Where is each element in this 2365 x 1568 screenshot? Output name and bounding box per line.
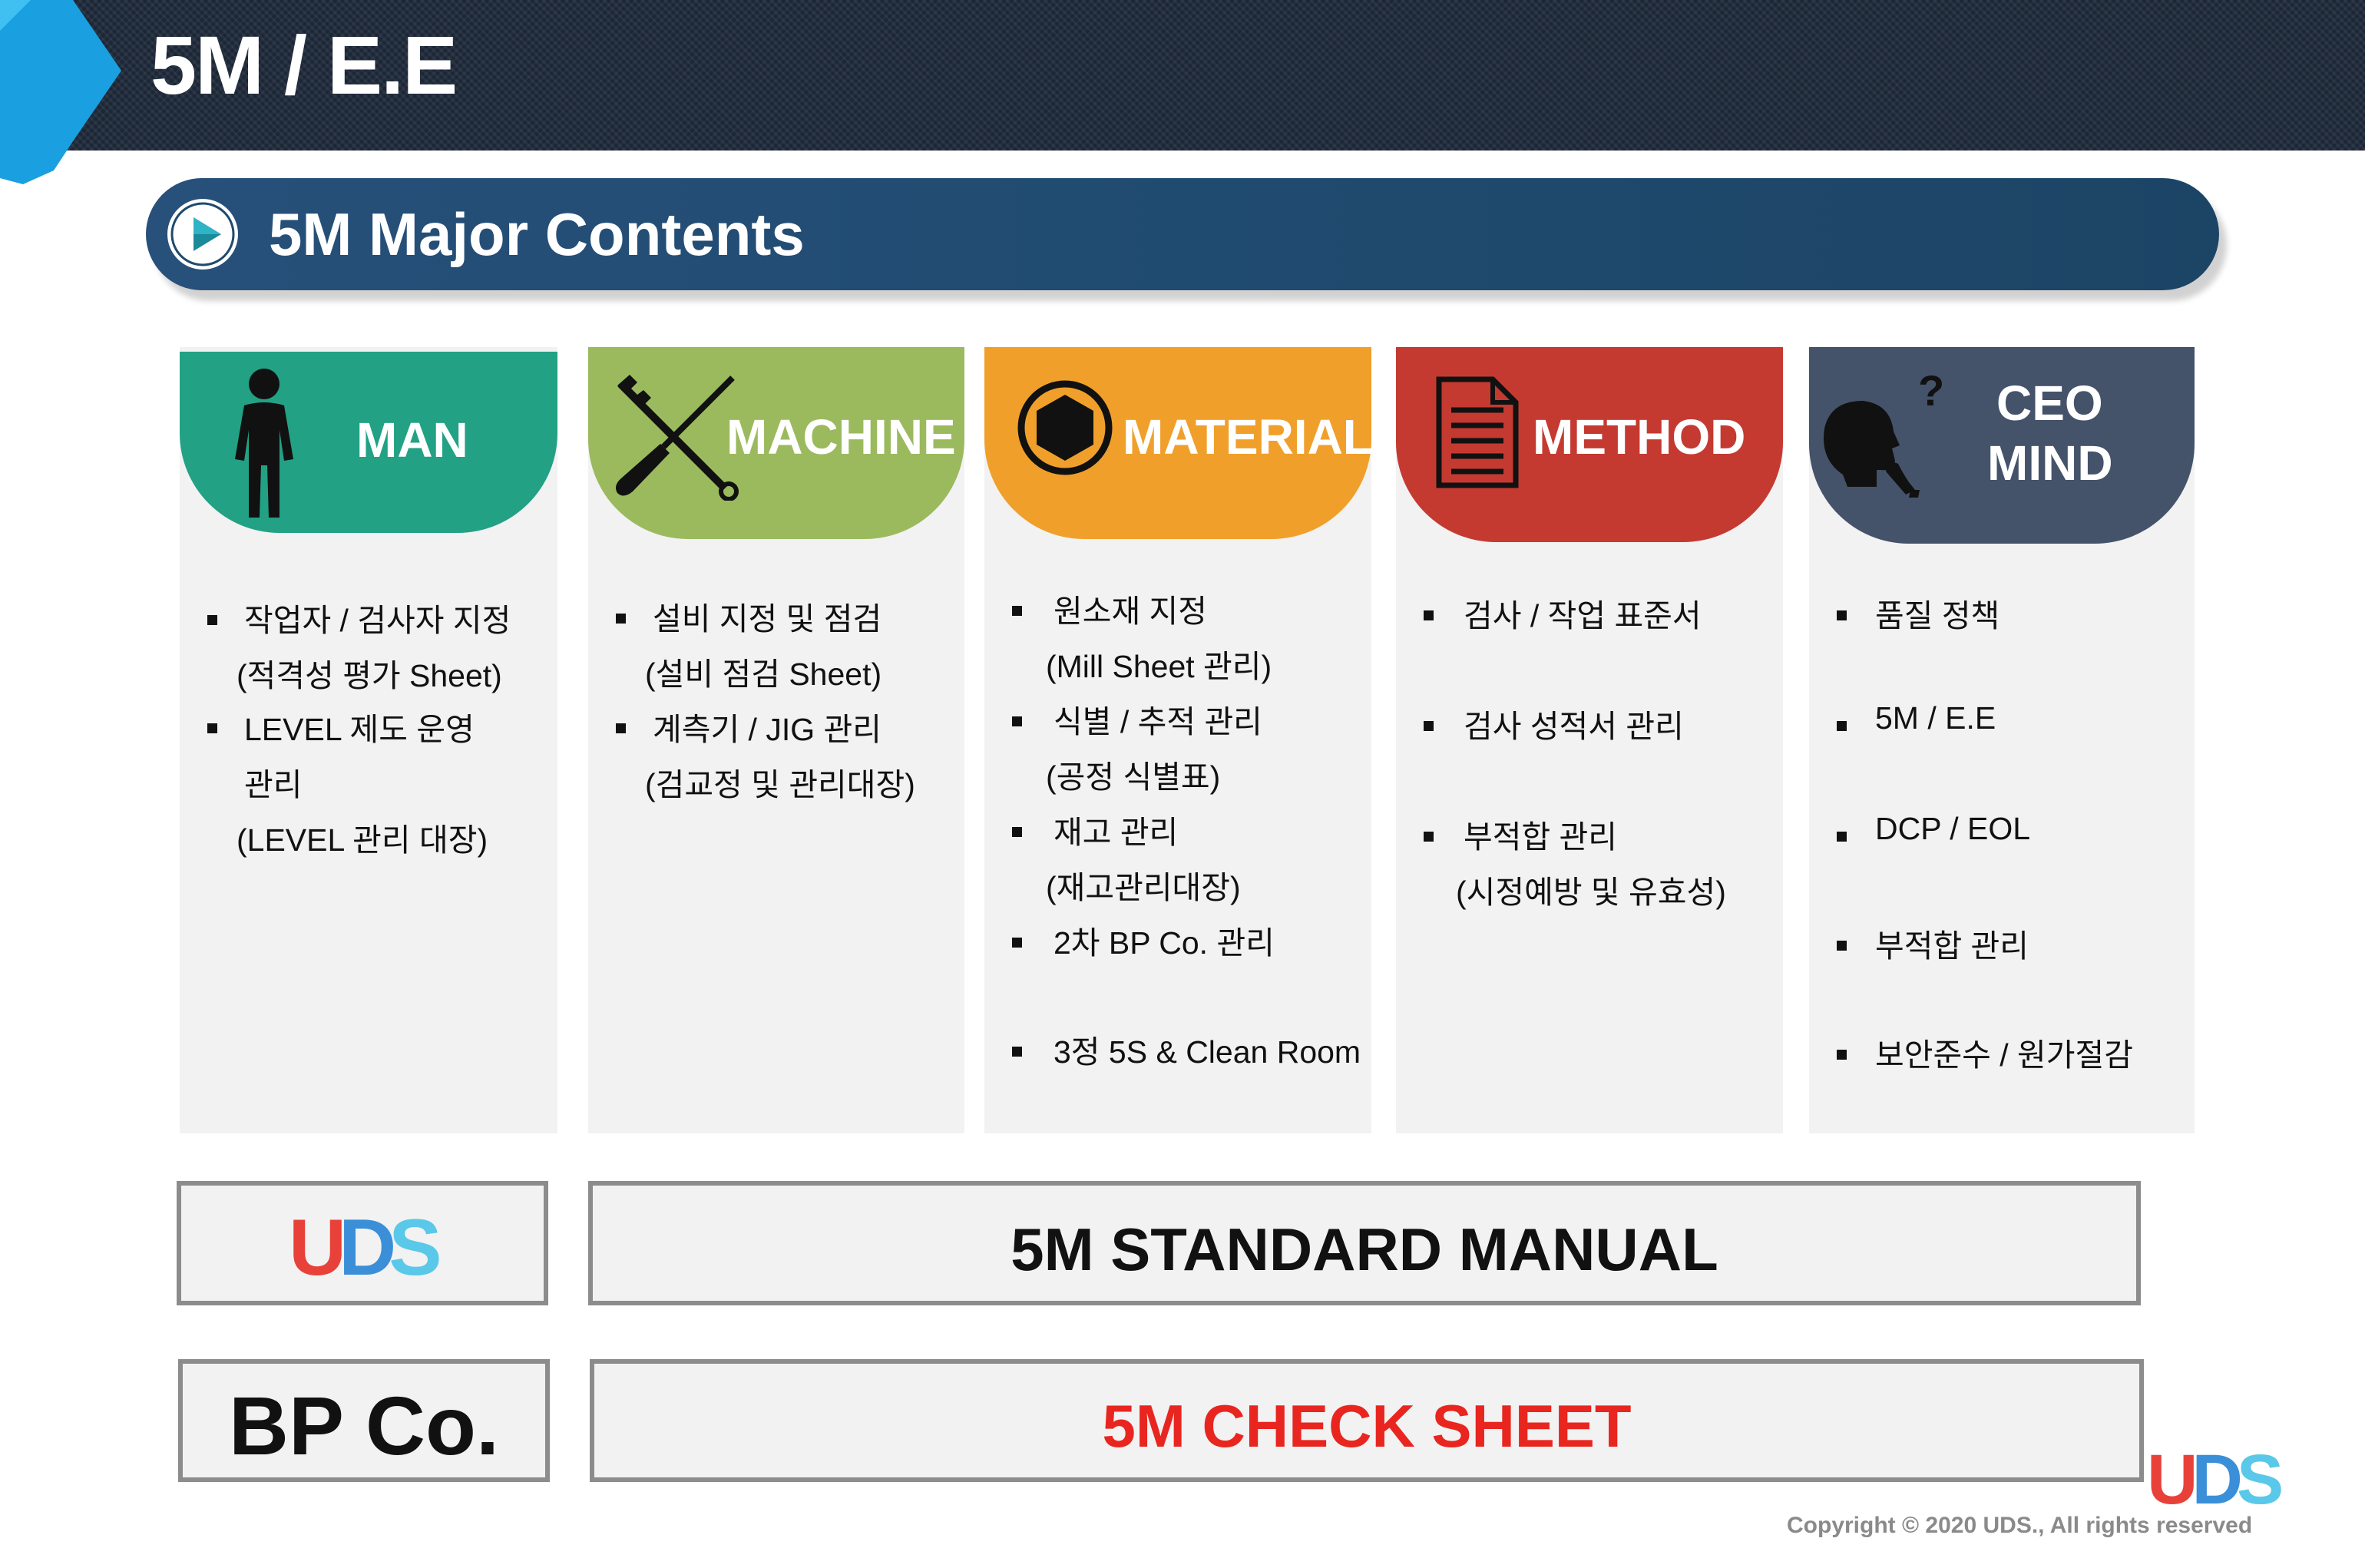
standard-manual-box: 5M STANDARD MANUAL <box>588 1181 2141 1305</box>
list-item: 관리 <box>244 767 303 802</box>
document-icon <box>1436 376 1519 488</box>
list-item: LEVEL 제도 운영 <box>244 712 475 747</box>
ceo-mind-label-line1: CEO <box>1996 375 2103 431</box>
method-header: METHOD <box>1396 347 1783 542</box>
bullet <box>1012 716 1022 726</box>
bp-co-box: BP Co. <box>178 1359 550 1482</box>
bullet <box>1012 606 1022 616</box>
bullet <box>1012 827 1022 837</box>
svg-text:?: ? <box>1918 375 1944 415</box>
check-sheet-label: 5M CHECK SHEET <box>1102 1392 1632 1460</box>
list-item: 보안준수 / 원가절감 <box>1875 1037 2133 1073</box>
list-item: 식별 / 추적 관리 <box>1054 704 1262 739</box>
list-item: 검사 / 작업 표준서 <box>1464 598 1702 633</box>
list-item: 재고 관리 <box>1054 815 1179 850</box>
man-header: MAN <box>180 352 557 533</box>
machine-header: MACHINE <box>588 347 964 539</box>
bullet <box>1837 1050 1847 1060</box>
list-item: 계측기 / JIG 관리 <box>653 712 882 747</box>
method-label: METHOD <box>1533 409 1746 465</box>
man-label: MAN <box>356 412 468 468</box>
list-item: 품질 정책 <box>1875 598 2000 633</box>
section-banner: 5M Major Contents <box>146 178 2219 290</box>
tools-icon <box>616 375 739 501</box>
list-item: 5M / E.E <box>1875 700 1996 736</box>
bp-co-label: BP Co. <box>228 1379 500 1472</box>
bullet <box>1837 941 1847 951</box>
uds-logo: UDS <box>289 1204 447 1288</box>
material-header: MATERIAL <box>984 347 1373 539</box>
machine-column: MACHINE 설비 지정 및 점검 (설비 점검 Sheet) 계측기 / J… <box>588 347 964 1133</box>
bullet <box>1837 832 1847 842</box>
list-item: 부적합 관리 <box>1464 819 1617 855</box>
material-column: MATERIAL 원소재 지정 (Mill Sheet 관리) 식별 / 추적 … <box>984 347 1373 1133</box>
list-item: 원소재 지정 <box>1054 594 1207 629</box>
machine-label: MACHINE <box>726 409 956 465</box>
list-item: 3정 5S & Clean Room <box>1054 1034 1361 1070</box>
person-icon <box>235 369 293 518</box>
copyright-text: Copyright © 2020 UDS., All rights reserv… <box>1787 1513 2253 1538</box>
ceo-mind-header: ? CEO MIND <box>1809 347 2195 544</box>
header-arrow-icon <box>0 0 121 184</box>
uds-logo-text: UDS <box>289 1204 439 1288</box>
uds-logo-box: UDS <box>177 1181 548 1305</box>
list-item: DCP / EOL <box>1875 811 2031 846</box>
list-item: (적격성 평가 Sheet) <box>237 658 502 693</box>
uds-corner-logo-text: UDS <box>2147 1441 2281 1513</box>
check-sheet-box: 5M CHECK SHEET <box>590 1359 2144 1482</box>
material-label: MATERIAL <box>1123 409 1373 465</box>
bullet <box>1012 938 1022 948</box>
list-item: (공정 식별표) <box>1046 759 1221 795</box>
list-item: 2차 BP Co. 관리 <box>1054 925 1275 961</box>
man-column: MAN 작업자 / 검사자 지정 (적격성 평가 Sheet) LEVEL 제도… <box>180 347 557 1133</box>
bullet <box>1012 1047 1022 1057</box>
bullet <box>1424 721 1434 731</box>
bullet <box>207 723 217 733</box>
list-item: 부적합 관리 <box>1875 928 2029 964</box>
bullet <box>1424 832 1434 842</box>
list-item: (검교정 및 관리대장) <box>645 767 915 802</box>
bullet <box>207 615 217 625</box>
method-column: METHOD 검사 / 작업 표준서 검사 성적서 관리 부적합 관리 (시정예… <box>1396 347 1783 1133</box>
bullet <box>616 614 626 624</box>
list-item: (LEVEL 관리 대장) <box>237 822 488 858</box>
play-icon <box>167 199 238 270</box>
header-bar <box>0 0 2365 151</box>
list-item: (재고관리대장) <box>1046 870 1241 905</box>
bullet <box>1837 610 1847 620</box>
thinking-head-icon: ? <box>1824 375 1944 498</box>
list-item: (시정예방 및 유효성) <box>1456 875 1726 910</box>
list-item: (Mill Sheet 관리) <box>1046 649 1272 684</box>
ceo-mind-column: ? CEO MIND 품질 정책 5M / E.E DCP / EOL 부적합 … <box>1809 347 2195 1133</box>
list-item: 설비 지정 및 점검 <box>653 601 882 637</box>
hex-nut-icon <box>1017 380 1113 475</box>
ceo-mind-label-line2: MIND <box>1987 435 2113 491</box>
list-item: 작업자 / 검사자 지정 <box>244 603 511 638</box>
bullet <box>1837 721 1847 731</box>
bullet <box>1424 610 1434 620</box>
uds-corner-logo: UDS <box>2147 1441 2287 1513</box>
list-item: (설비 점검 Sheet) <box>645 657 882 692</box>
page-title: 5M / E.E <box>150 18 458 111</box>
standard-manual-label: 5M STANDARD MANUAL <box>1011 1216 1718 1283</box>
list-item: 검사 성적서 관리 <box>1464 709 1684 744</box>
bullet <box>616 723 626 733</box>
banner-title: 5M Major Contents <box>269 200 805 268</box>
